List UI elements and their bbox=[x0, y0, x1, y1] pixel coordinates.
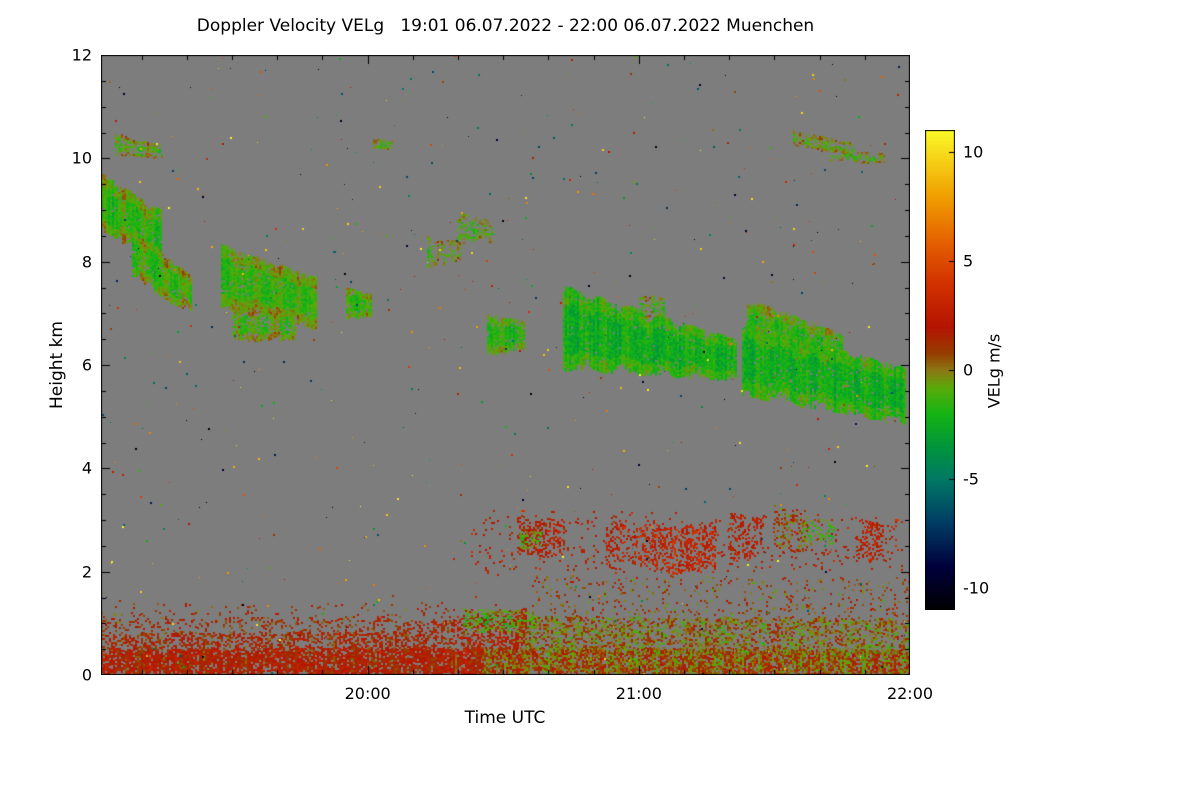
y-tick-label: 10 bbox=[71, 148, 92, 168]
x-axis-label: Time UTC bbox=[464, 708, 546, 728]
y-tick-label: 8 bbox=[81, 252, 92, 272]
x-tick-label: 20:00 bbox=[344, 684, 391, 703]
y-tick-label: 0 bbox=[81, 665, 92, 685]
colorbar-tick-label: 10 bbox=[963, 142, 984, 162]
heatmap-plot-area bbox=[101, 55, 910, 675]
chart-title: Doppler Velocity VELg 19:01 06.07.2022 -… bbox=[196, 16, 815, 36]
colorbar-tick-label: 0 bbox=[963, 360, 974, 380]
colorbar-tick-label: 5 bbox=[963, 251, 974, 271]
y-tick-label: 4 bbox=[81, 458, 92, 478]
colorbar bbox=[925, 130, 955, 610]
colorbar-tick-label: -10 bbox=[963, 578, 990, 598]
x-tick-label: 21:00 bbox=[615, 684, 662, 703]
y-tick-label: 6 bbox=[81, 355, 92, 375]
colorbar-tick-label: -5 bbox=[963, 469, 979, 489]
colorbar-label: VELg m/s bbox=[984, 333, 1004, 409]
y-tick-label: 12 bbox=[71, 45, 92, 65]
x-tick-label: 22:00 bbox=[886, 684, 934, 703]
y-tick-label: 2 bbox=[81, 562, 92, 582]
